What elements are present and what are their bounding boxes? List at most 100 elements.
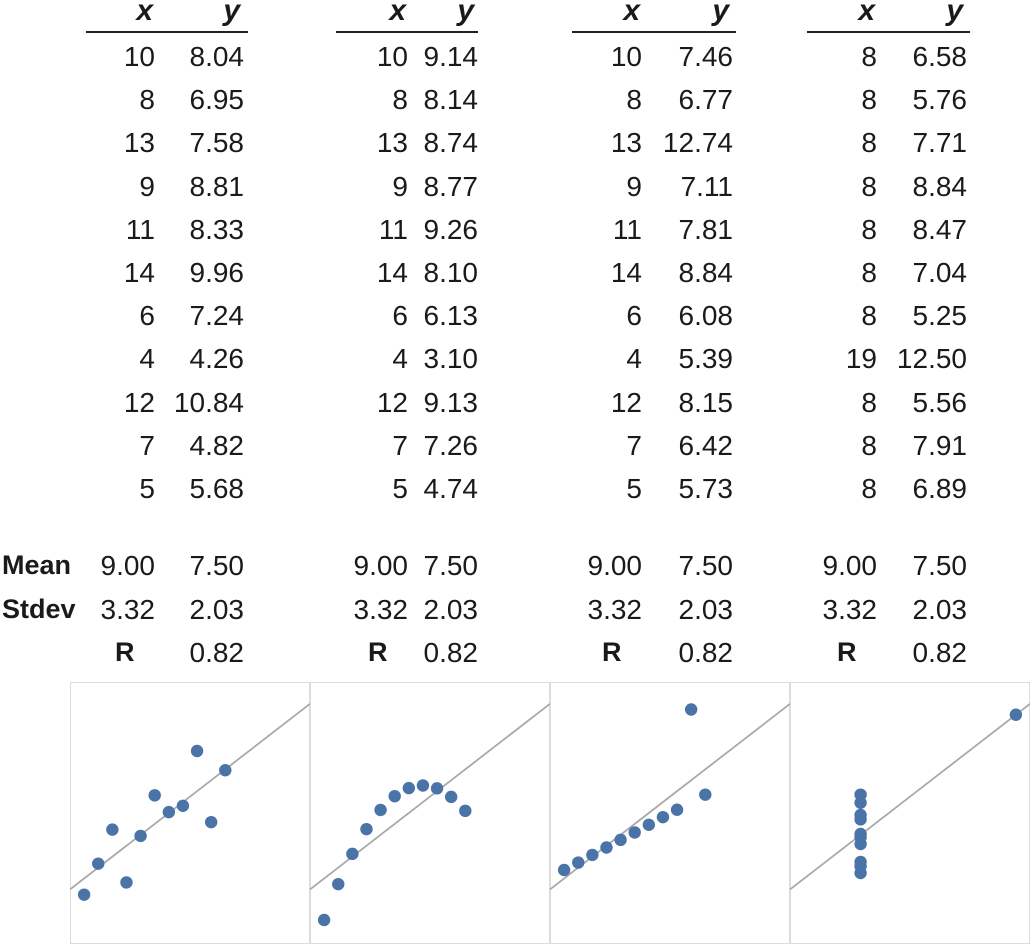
- y-value: 10.84: [173, 386, 244, 418]
- x-value: 8: [861, 84, 877, 116]
- data-point: [134, 829, 147, 843]
- y-value: 6.89: [912, 473, 968, 504]
- x-value: 14: [123, 257, 155, 288]
- x-value: 4: [139, 343, 155, 375]
- data-point: [374, 803, 387, 817]
- mean-x-value: 9.00: [353, 550, 409, 581]
- y-value: 7.46: [678, 41, 734, 72]
- x-value: 6: [392, 300, 408, 332]
- x-value: 7: [392, 429, 408, 461]
- mean-y-value: 7.50: [189, 550, 245, 581]
- x-value: 11: [378, 213, 408, 245]
- r-label: R: [368, 637, 388, 667]
- y-value: 5.39: [678, 343, 734, 375]
- y-value: 9.13: [423, 386, 479, 418]
- stdev-y-value: 2.03: [678, 594, 734, 625]
- y-value: 6.58: [912, 41, 968, 72]
- y-value: 6.42: [678, 429, 734, 461]
- y-value: 7.26: [423, 429, 479, 461]
- data-point: [628, 826, 641, 839]
- mean-label: Mean: [2, 550, 72, 580]
- y-value: 6.77: [678, 84, 734, 116]
- data-point: [430, 782, 444, 795]
- x-value: 12: [610, 386, 642, 418]
- y-value: 4.74: [423, 473, 479, 504]
- regression-line: [789, 703, 1030, 891]
- x-value: 7: [139, 429, 155, 461]
- y-value: 5.25: [912, 300, 968, 332]
- x-value: 8: [861, 41, 877, 72]
- y-value: 7.58: [189, 127, 245, 159]
- header-rule: [807, 31, 970, 33]
- stdev-label: Stdev: [2, 594, 76, 624]
- x-value: 11: [612, 213, 642, 245]
- stdev-x-value: 3.32: [100, 594, 156, 625]
- data-point: [854, 808, 867, 822]
- y-value: 8.47: [912, 213, 968, 245]
- x-value: 9: [626, 170, 642, 202]
- mean-x-value: 9.00: [587, 550, 643, 581]
- col-header-x: x: [136, 0, 153, 27]
- y-value: 8.10: [423, 257, 479, 288]
- r-value: 0.82: [423, 637, 479, 668]
- data-point: [656, 810, 670, 824]
- x-value: 12: [376, 386, 408, 418]
- r-label: R: [602, 637, 622, 667]
- y-value: 8.81: [189, 170, 245, 202]
- stdev-x-value: 3.32: [822, 594, 878, 625]
- x-value: 19: [845, 343, 877, 375]
- y-value: 8.77: [423, 170, 479, 202]
- y-value: 5.56: [912, 386, 968, 418]
- data-point: [77, 888, 91, 901]
- y-value: 8.33: [189, 213, 245, 245]
- x-value: 8: [861, 300, 877, 332]
- y-value: 7.81: [678, 213, 734, 245]
- data-point: [204, 815, 218, 829]
- x-value: 14: [610, 257, 642, 288]
- data-point: [106, 823, 119, 836]
- data-point: [1009, 708, 1023, 721]
- data-point: [557, 863, 571, 877]
- data-point: [346, 847, 359, 861]
- col-header-x: x: [389, 0, 406, 27]
- x-value: 10: [610, 41, 642, 72]
- col-header-y: y: [946, 0, 963, 27]
- header-rule: [336, 31, 478, 33]
- x-value: 10: [123, 41, 155, 72]
- data-point: [92, 857, 105, 870]
- x-value: 8: [861, 213, 877, 245]
- mean-y-value: 7.50: [423, 550, 479, 581]
- x-value: 14: [376, 257, 408, 288]
- data-point: [148, 789, 161, 802]
- x-value: 8: [392, 84, 408, 116]
- stdev-y-value: 2.03: [189, 594, 245, 625]
- x-value: 9: [392, 170, 408, 202]
- data-point: [459, 804, 472, 818]
- y-value: 3.10: [423, 343, 479, 375]
- y-value: 12.74: [662, 127, 733, 159]
- data-point: [176, 799, 190, 812]
- data-point: [317, 913, 331, 927]
- col-header-x: x: [623, 0, 640, 27]
- data-point: [190, 744, 204, 758]
- x-value: 8: [861, 429, 877, 461]
- mean-x-value: 9.00: [822, 550, 878, 581]
- data-point: [120, 876, 133, 889]
- x-value: 5: [626, 473, 642, 504]
- x-value: 5: [139, 473, 155, 504]
- y-value: 7.04: [912, 257, 968, 288]
- y-value: 9.26: [423, 213, 479, 245]
- plot-panel-border: [550, 682, 790, 944]
- data-point: [600, 841, 613, 854]
- mean-x-value: 9.00: [100, 550, 156, 581]
- x-value: 13: [123, 127, 155, 159]
- x-value: 4: [626, 343, 642, 375]
- r-value: 0.82: [912, 637, 968, 668]
- x-value: 6: [139, 300, 155, 332]
- x-value: 8: [861, 473, 877, 504]
- data-point: [219, 764, 232, 777]
- data-point: [854, 796, 867, 809]
- x-value: 4: [392, 343, 408, 375]
- stdev-y-value: 2.03: [423, 594, 479, 625]
- data-point: [360, 822, 373, 836]
